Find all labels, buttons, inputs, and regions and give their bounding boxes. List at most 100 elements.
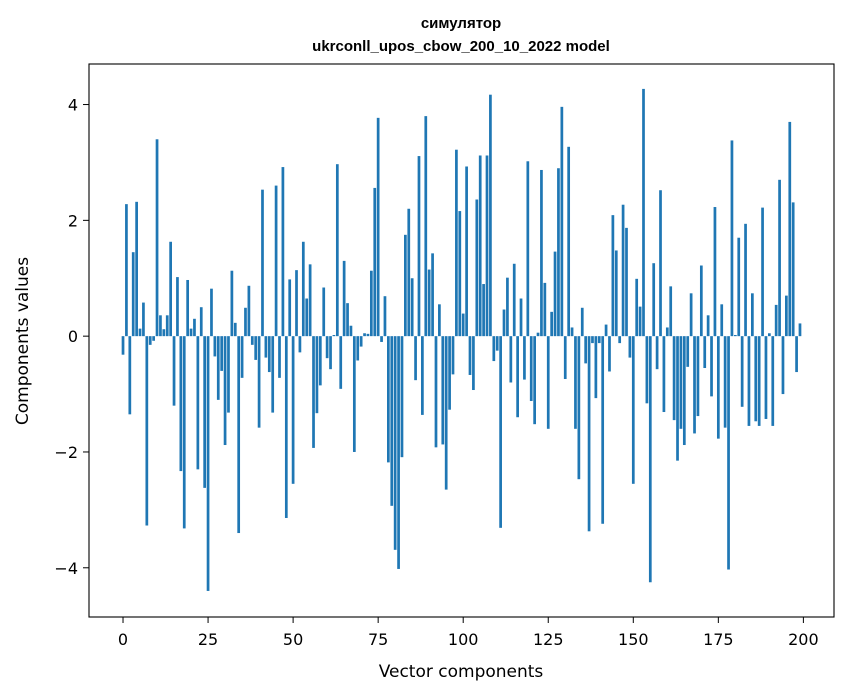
bar (468, 336, 472, 375)
bar (591, 336, 594, 344)
bar (393, 336, 397, 550)
bar (271, 336, 275, 413)
y-tick-label: −4 (54, 559, 78, 578)
bar (727, 336, 730, 570)
bar (349, 325, 353, 337)
y-tick-label: −2 (54, 443, 78, 462)
bar (645, 336, 649, 404)
bar (478, 155, 482, 337)
bar (567, 146, 571, 337)
bar (580, 307, 584, 337)
bar (774, 304, 778, 337)
bar (159, 315, 162, 337)
bar (764, 336, 768, 419)
bar (376, 117, 380, 337)
bar (744, 223, 747, 337)
bar (244, 307, 247, 337)
bar (305, 298, 309, 337)
bar (614, 250, 618, 337)
bar (798, 323, 802, 337)
bar (210, 288, 213, 337)
bar (751, 293, 754, 337)
bar (230, 270, 234, 337)
y-tick-label: 4 (68, 96, 78, 115)
x-tick-label: 75 (368, 630, 388, 649)
y-axis-label: Components values (13, 257, 33, 425)
chart-title-line2: ukrconll_upos_cbow_200_10_2022 model (312, 38, 610, 55)
bar (182, 336, 186, 529)
bar (278, 336, 281, 378)
bar (652, 263, 656, 337)
bar (540, 169, 543, 337)
bar (206, 336, 210, 591)
bar (176, 277, 179, 337)
bar (502, 309, 506, 337)
bar (315, 336, 319, 414)
bar (451, 336, 455, 375)
bar (461, 313, 465, 337)
bar (642, 88, 645, 337)
bar (227, 336, 230, 413)
bar (455, 149, 458, 337)
bar (611, 215, 615, 337)
bar (716, 336, 720, 439)
bar (199, 307, 203, 337)
bar (560, 106, 564, 337)
bar (574, 336, 577, 429)
bar (686, 336, 690, 367)
bar (601, 336, 605, 524)
bar (257, 336, 261, 428)
bar (322, 287, 326, 337)
bar (312, 336, 315, 448)
bar (448, 336, 451, 410)
bar (213, 336, 217, 357)
bar (169, 241, 172, 337)
bar (628, 336, 632, 358)
bar (250, 336, 254, 345)
bar (363, 333, 366, 337)
bar (373, 187, 377, 337)
bar (771, 336, 775, 426)
bar (768, 333, 771, 337)
x-tick-label: 100 (448, 630, 479, 649)
x-axis-ticks: 0 25 50 75 100 125 150 175 200 (118, 617, 819, 649)
bar (128, 336, 132, 415)
bar (438, 304, 441, 337)
bar (546, 336, 550, 429)
y-tick-label: 2 (68, 211, 78, 230)
bar (465, 166, 468, 337)
bar (281, 167, 285, 337)
bar (584, 336, 588, 364)
bar (366, 333, 370, 337)
bar (261, 189, 264, 337)
bar (308, 264, 312, 337)
bar (325, 336, 329, 359)
bar (346, 303, 349, 337)
bar (625, 227, 628, 337)
bar (676, 336, 679, 461)
bar (417, 156, 421, 337)
bar (699, 265, 703, 337)
bar (444, 336, 448, 490)
bar (696, 336, 700, 417)
bar (332, 335, 336, 337)
x-tick-label: 200 (788, 630, 819, 649)
x-axis-label: Vector components (379, 662, 544, 682)
bar (301, 241, 305, 337)
bar (247, 285, 251, 337)
bar (648, 336, 652, 583)
bar (193, 318, 196, 337)
bar (267, 336, 271, 373)
bar (499, 336, 502, 528)
bar (441, 336, 445, 445)
bar (189, 328, 193, 337)
bar (733, 335, 737, 337)
y-axis-ticks: −4 −2 0 2 4 (54, 96, 89, 578)
bar (121, 336, 125, 355)
bar (329, 336, 332, 370)
x-tick-label: 125 (533, 630, 564, 649)
bar (618, 336, 622, 344)
bar (288, 279, 292, 337)
bar (604, 324, 608, 337)
